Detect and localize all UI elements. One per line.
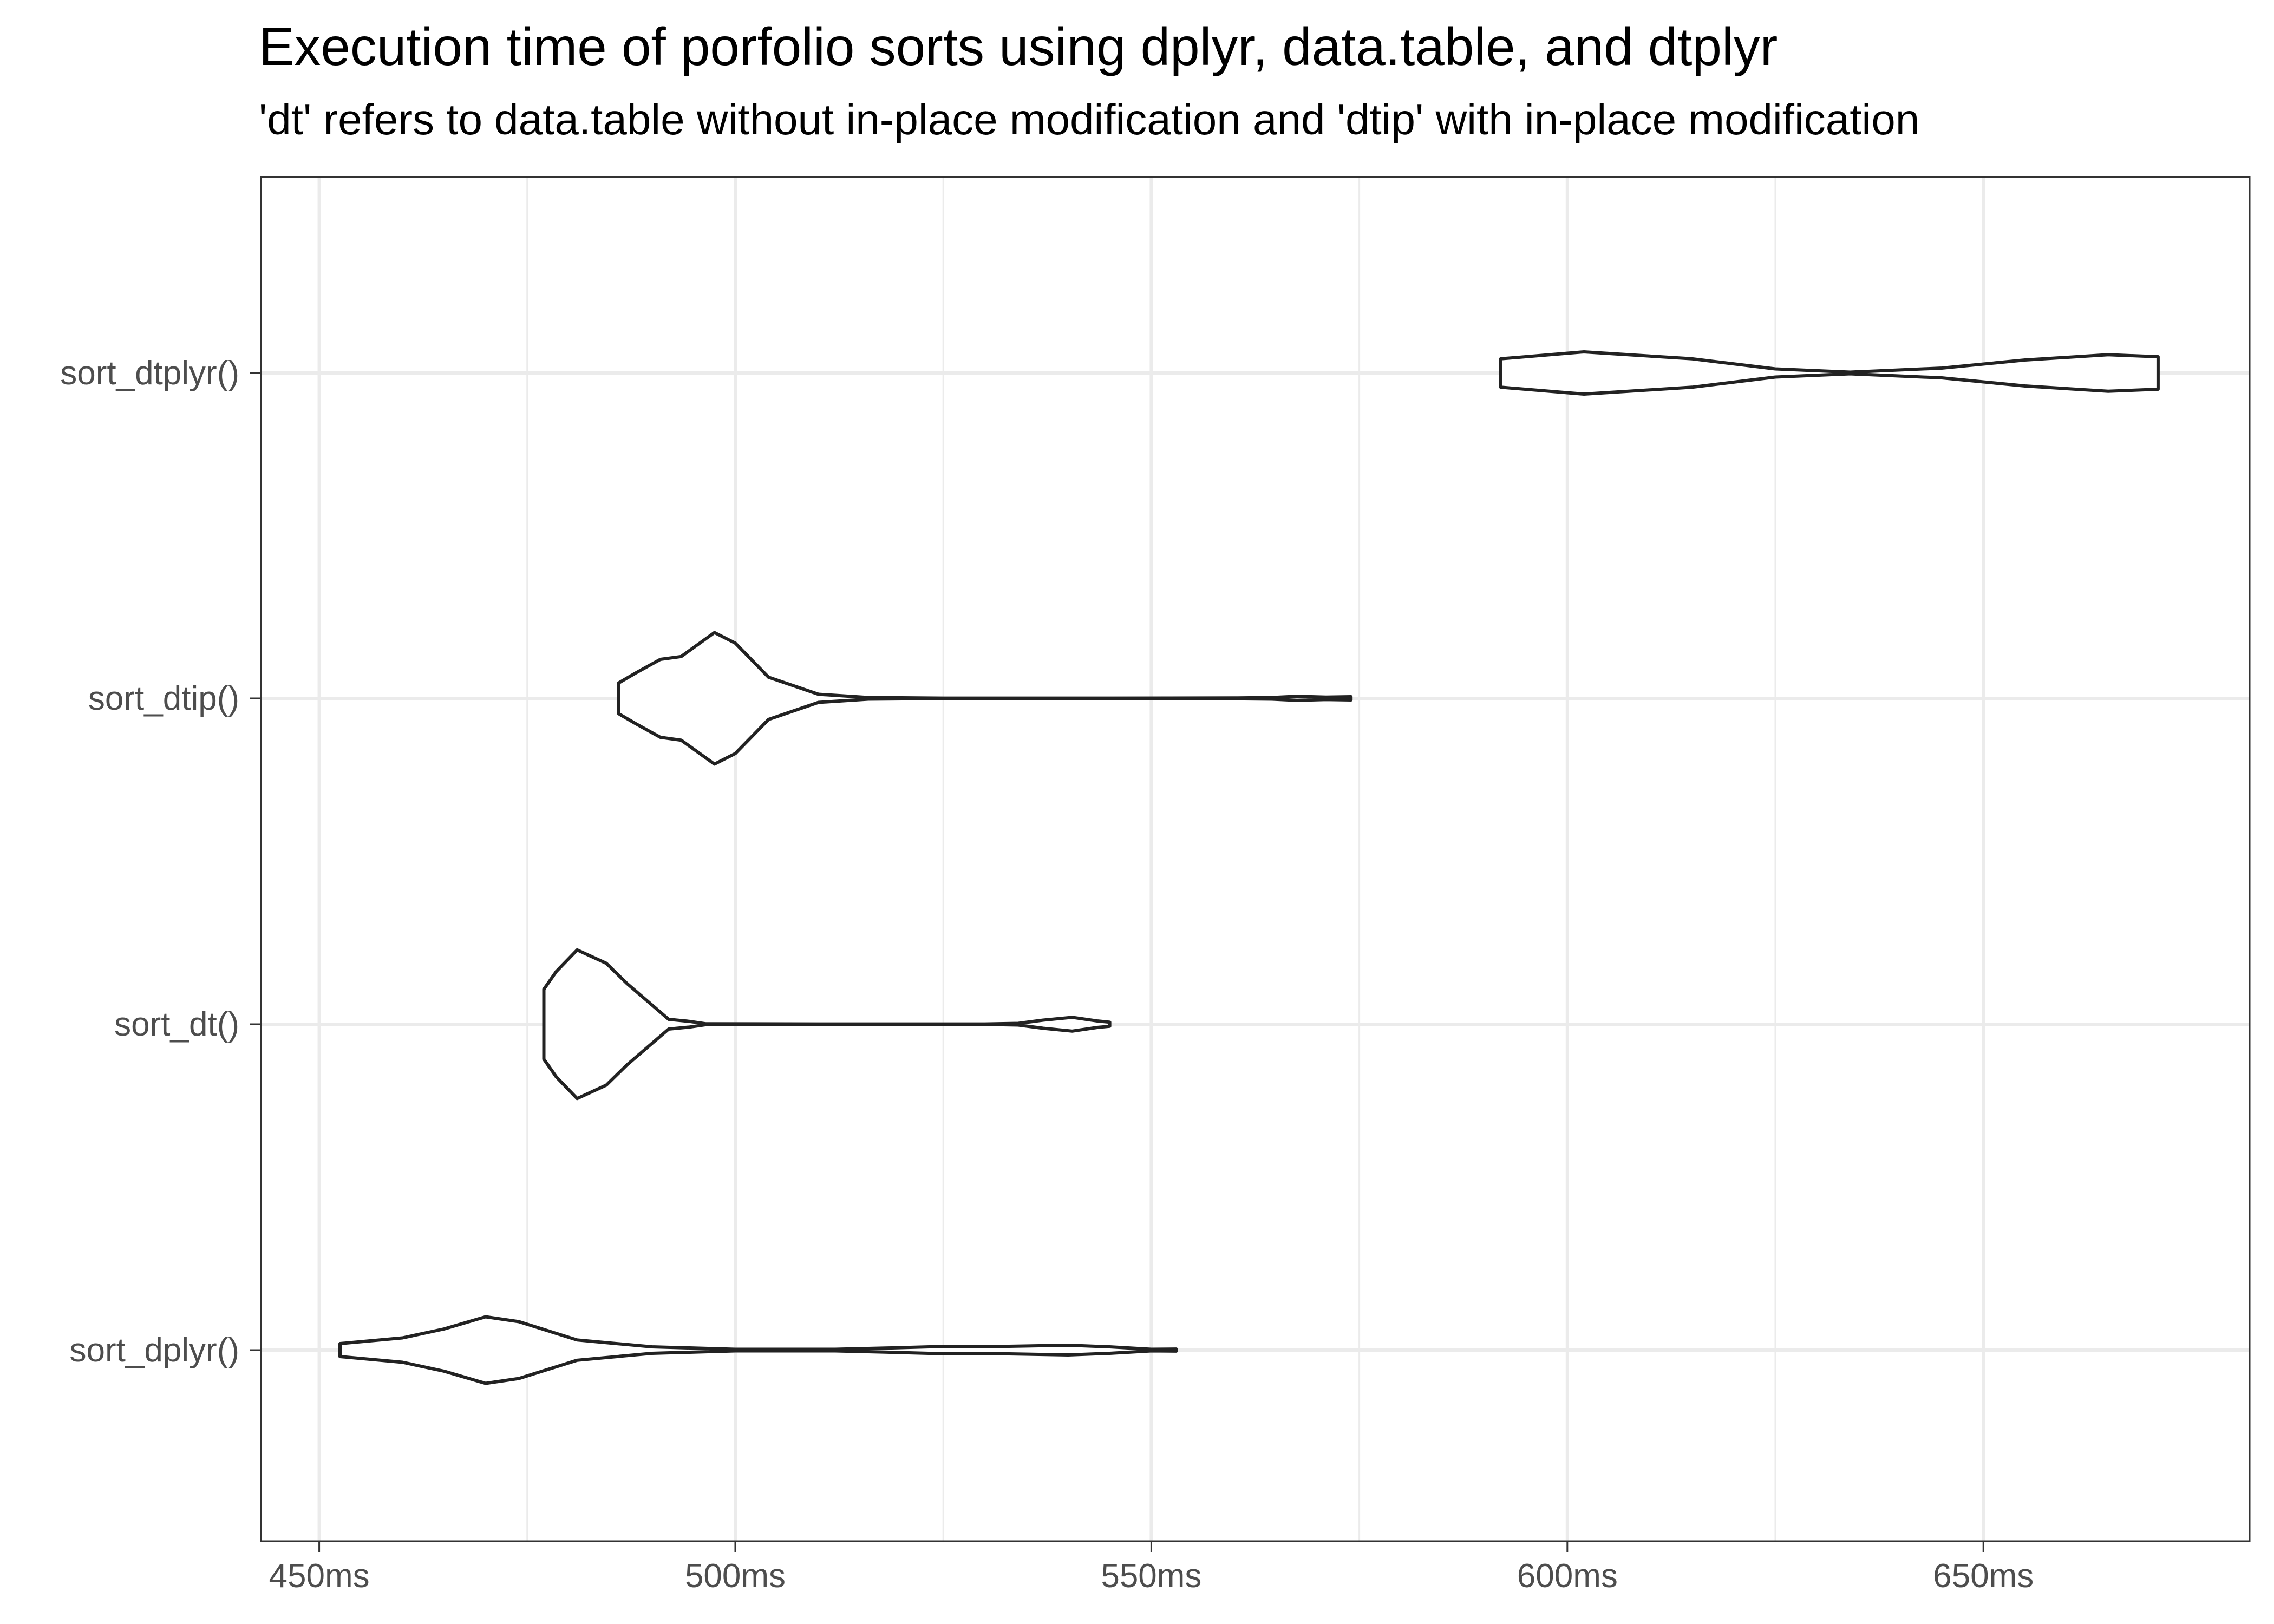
x-tick-label: 500ms (685, 1557, 786, 1595)
chart-title: Execution time of porfolio sorts using d… (259, 17, 1778, 76)
plot-panel-border (260, 176, 2251, 1542)
chart-subtitle: 'dt' refers to data.table without in-pla… (259, 95, 1920, 143)
x-tick-label: 550ms (1101, 1557, 1201, 1595)
violin-sort-dtplyr (1499, 350, 2160, 396)
x-tick-label: 650ms (1933, 1557, 2034, 1595)
y-tick-label: sort_dplyr() (69, 1332, 239, 1369)
violin-sort-dt (542, 948, 1112, 1101)
axes: 450ms 500ms 550ms 600ms 650ms sort_dtplyr()so… (60, 355, 2034, 1595)
violin-sort-dplyr (338, 1315, 1178, 1385)
y-tick-label: sort_dtip() (88, 680, 239, 717)
y-tick-label: sort_dtplyr() (60, 355, 239, 392)
violin-sort-dtip (617, 631, 1353, 766)
x-tick-label: 450ms (269, 1557, 370, 1595)
y-tick-label: sort_dt() (114, 1006, 239, 1043)
violins (338, 350, 2160, 1385)
x-tick-label: 600ms (1517, 1557, 1618, 1595)
